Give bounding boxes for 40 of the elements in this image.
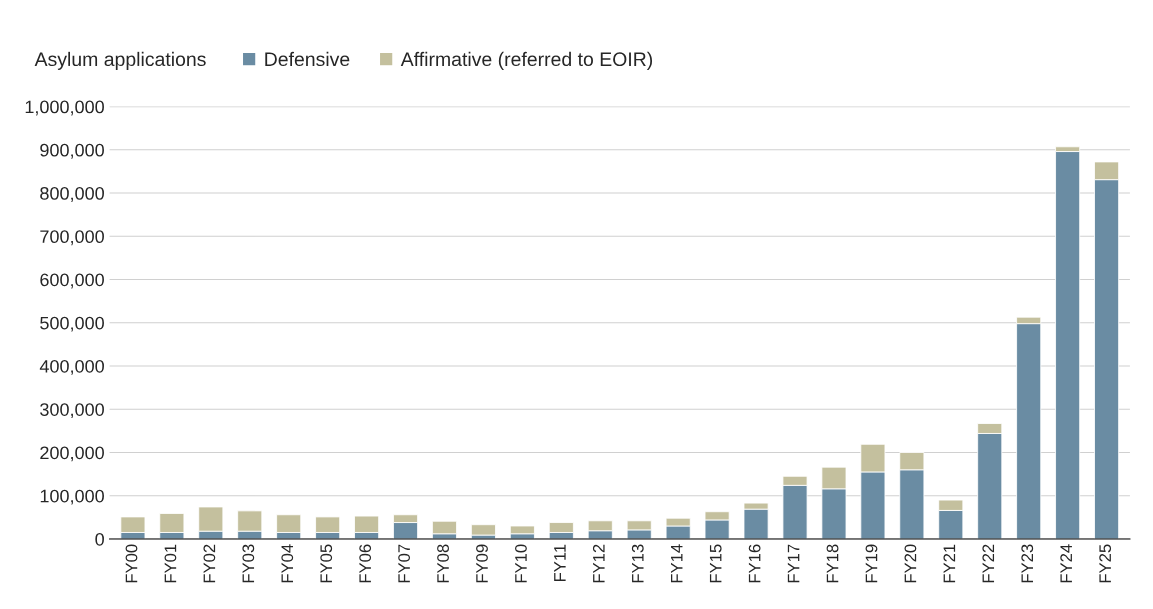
x-tick-label: FY01 bbox=[164, 544, 177, 583]
x-tick-label: FY16 bbox=[748, 544, 761, 583]
y-tick-label: 700,000 bbox=[40, 230, 104, 246]
x-tick-label: FY04 bbox=[281, 544, 294, 583]
x-tick-label: FY09 bbox=[476, 544, 488, 583]
y-tick-label: 0 bbox=[95, 532, 104, 546]
y-tick-label: 400,000 bbox=[39, 359, 104, 375]
y-tick-label: 200,000 bbox=[40, 446, 104, 462]
x-tick-label: FY20 bbox=[904, 544, 917, 583]
y-tick-label: 500,000 bbox=[40, 316, 104, 332]
x-tick-label: FY22 bbox=[982, 544, 995, 583]
y-axis-title: Asylum applications bbox=[34, 51, 206, 70]
x-tick-label: FY13 bbox=[631, 544, 644, 583]
x-tick-label: FY03 bbox=[242, 544, 255, 583]
legend-label: Defensive bbox=[265, 51, 350, 67]
x-tick-label: FY10 bbox=[515, 544, 527, 583]
x-tick-label: FY05 bbox=[320, 544, 333, 583]
y-tick-label: 300,000 bbox=[40, 403, 104, 419]
x-tick-label: FY25 bbox=[1099, 544, 1112, 583]
x-tick-label: FY06 bbox=[359, 544, 372, 583]
x-tick-label: FY07 bbox=[398, 544, 410, 583]
y-tick-label: 1,000,000 bbox=[25, 100, 104, 116]
x-tick-label: FY08 bbox=[437, 544, 449, 583]
x-tick-label: FY02 bbox=[203, 544, 216, 583]
x-tick-label: FY15 bbox=[709, 544, 722, 583]
x-tick-label: FY11 bbox=[554, 544, 566, 582]
y-tick-label: 800,000 bbox=[40, 186, 104, 202]
y-tick-label: 600,000 bbox=[40, 273, 104, 289]
x-tick-label: FY21 bbox=[943, 544, 956, 583]
x-tick-label: FY17 bbox=[787, 544, 800, 583]
x-tick-label: FY18 bbox=[826, 544, 839, 583]
x-tick-label: FY12 bbox=[592, 544, 605, 583]
x-tick-label: FY19 bbox=[865, 544, 878, 583]
x-tick-label: FY23 bbox=[1021, 544, 1034, 583]
x-tick-label: FY24 bbox=[1060, 544, 1072, 583]
legend-label: Affirmative (referred to EOIR) bbox=[400, 51, 653, 70]
y-tick-label: 100,000 bbox=[40, 489, 104, 505]
x-tick-label: FY14 bbox=[671, 544, 683, 583]
x-tick-label: FY00 bbox=[125, 544, 138, 583]
y-tick-label: 900,000 bbox=[40, 143, 104, 159]
